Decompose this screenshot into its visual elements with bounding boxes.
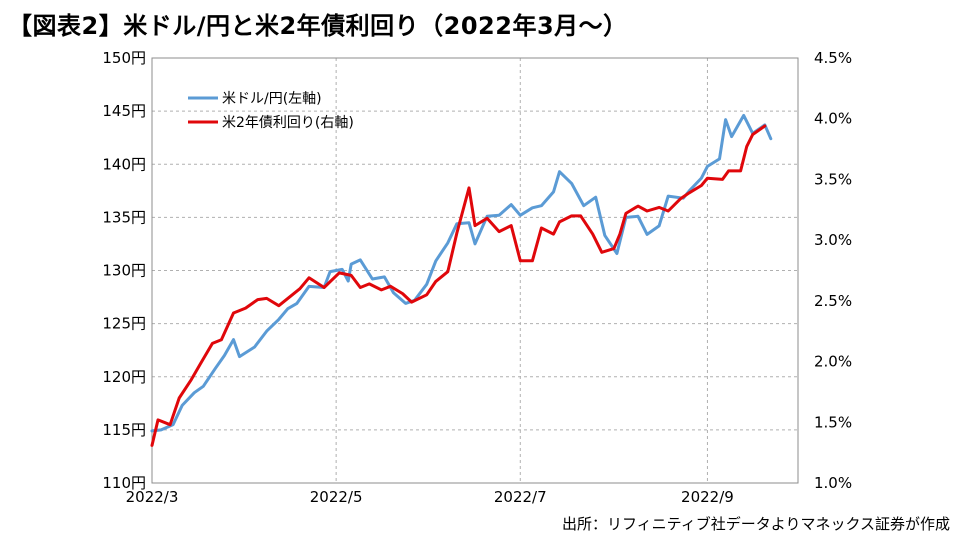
x-tick-label: 2022/9 <box>681 488 734 506</box>
right-y-tick-label: 3.0% <box>814 231 852 249</box>
left-y-axis: 110円 115円 120円 125円 130円 135円 140円 145円 150円 <box>102 49 146 492</box>
x-axis: 2022/3 2022/5 2022/7 2022/9 <box>126 488 734 506</box>
x-tick-label: 2022/7 <box>494 488 547 506</box>
left-y-tick-label: 140円 <box>102 155 146 173</box>
left-y-tick-label: 130円 <box>102 262 146 280</box>
right-y-axis: 1.0% 1.5% 2.0% 2.5% 3.0% 3.5% 4.0% 4.5% <box>814 49 852 492</box>
right-y-tick-label: 1.0% <box>814 474 852 492</box>
left-y-tick-label: 120円 <box>102 368 146 386</box>
legend: 米ドル/円(左軸) 米2年債利回り(右軸) <box>188 91 354 131</box>
right-y-tick-label: 2.0% <box>814 353 852 371</box>
series-line-us2y-yield <box>150 124 767 447</box>
right-y-tick-label: 4.5% <box>814 49 852 67</box>
x-tick-label: 2022/3 <box>126 488 179 506</box>
plot-border <box>151 57 799 484</box>
left-y-tick-label: 115円 <box>102 421 146 439</box>
left-y-tick-label: 110円 <box>102 474 146 492</box>
right-y-tick-label: 1.5% <box>814 413 852 431</box>
legend-label: 米2年債利回り(右軸) <box>222 115 354 131</box>
plot-area <box>151 57 799 484</box>
chart-title: 【図表2】米ドル/円と米2年債利回り（2022年3月〜） <box>8 12 628 40</box>
series-lines <box>150 113 773 447</box>
legend-label: 米ドル/円(左軸) <box>222 91 322 107</box>
left-y-tick-label: 125円 <box>102 315 146 333</box>
x-tick-label: 2022/5 <box>310 488 363 506</box>
left-y-tick-label: 135円 <box>102 208 146 226</box>
source-note: 出所：リフィニティブ社データよりマネックス証券が作成 <box>561 515 950 533</box>
right-y-tick-label: 3.5% <box>814 170 852 188</box>
series-line-usdjpy <box>150 113 773 433</box>
right-y-tick-label: 2.5% <box>814 292 852 310</box>
right-y-tick-label: 4.0% <box>814 110 852 128</box>
left-y-tick-label: 150円 <box>102 49 146 67</box>
left-y-tick-label: 145円 <box>102 102 146 120</box>
